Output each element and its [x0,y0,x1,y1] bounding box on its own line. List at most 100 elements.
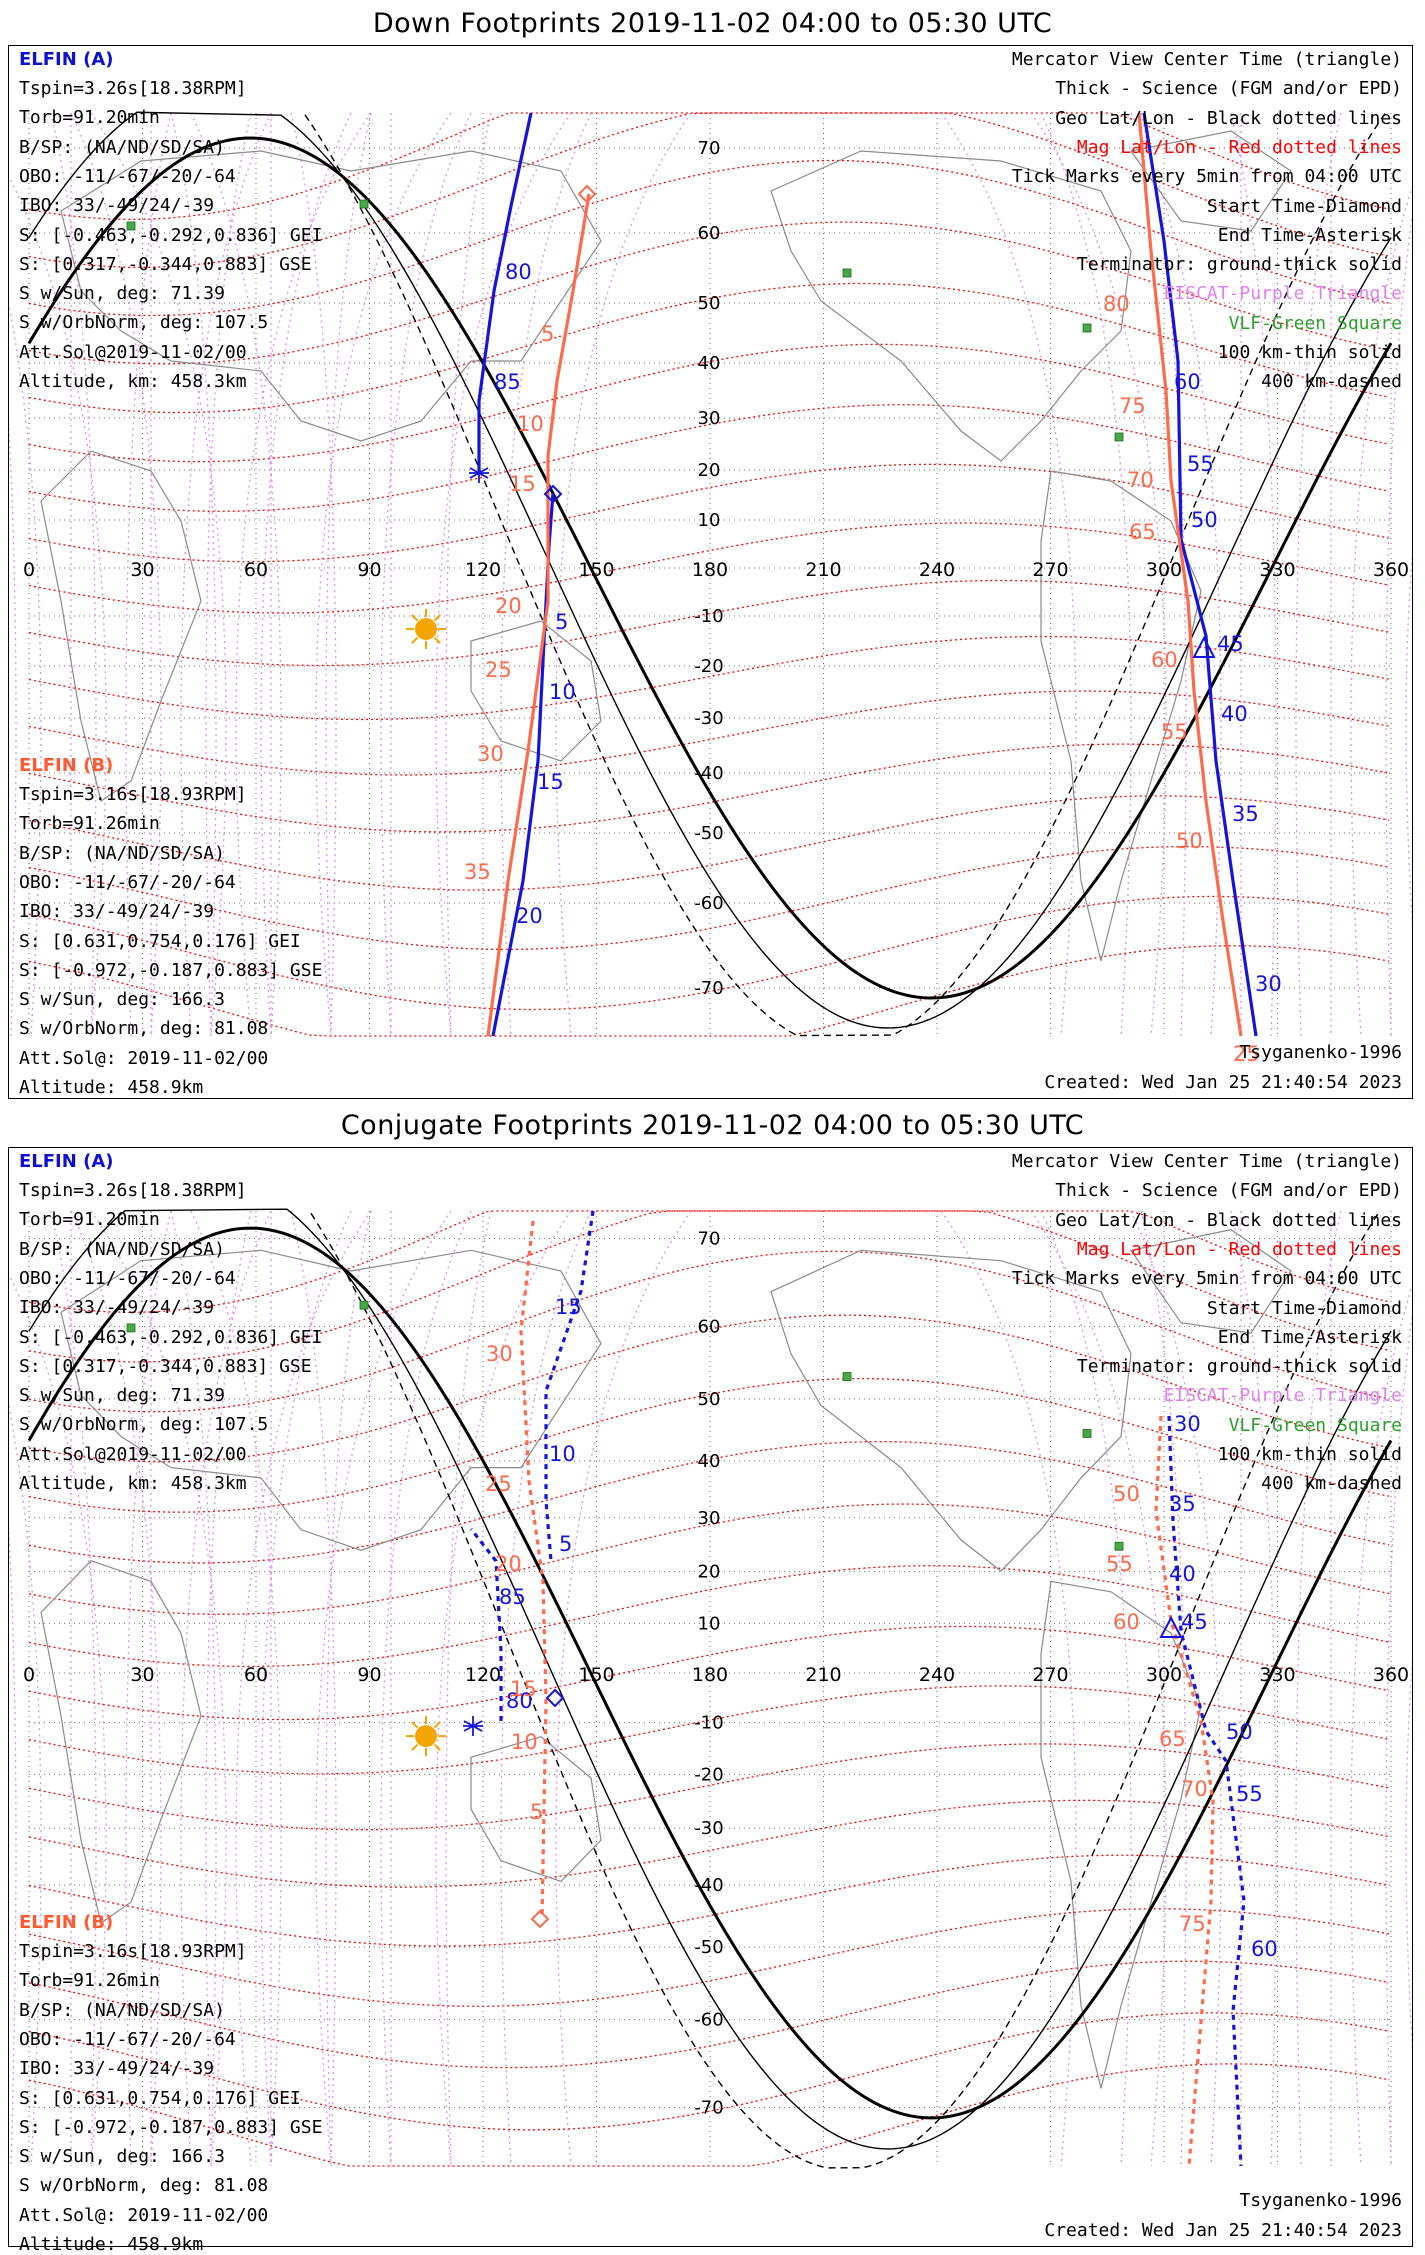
mag-meridian [940,1210,1077,2167]
lon-tick-label: 360 [1373,1664,1409,1686]
lat-tick-label: 10 [698,1613,721,1634]
created-timestamp: Created: Wed Jan 25 21:40:54 2023 [1044,2220,1402,2241]
mag-meridian [70,1210,162,2167]
track-time-label: 50 [1191,508,1218,532]
model-label: Tsyganenko-1996 [1239,1042,1402,1063]
lat-tick-label: -60 [694,2010,723,2031]
legend-line: VLF-Green Square [1228,1414,1402,1436]
vlf-green-square [359,1300,369,1310]
created-timestamp: Created: Wed Jan 25 21:40:54 2023 [1044,1072,1402,1093]
legend-line: Start Time-Diamond [1206,195,1402,217]
elfin-b-info-line: Torb=91.26min [19,1970,160,1992]
mag-meridian [170,112,217,1037]
lat-tick-label: -30 [694,1818,723,1839]
legend-line: Geo Lat/Lon - Black dotted lines [1055,1209,1402,1231]
mag-meridian [325,1210,372,2167]
mag-parallel [28,112,1390,221]
lon-tick-label: 30 [130,559,154,581]
track-time-label: 10 [517,412,544,436]
mag-parallel [28,404,1390,512]
track-time-label: 30 [1255,972,1282,996]
lon-tick-label: 90 [357,559,381,581]
elfin-a-info-line: S w/OrbNorm, deg: 107.5 [19,1414,269,1436]
mag-parallel [28,1799,1390,1888]
elfin-a-info-line: S: [0.317,-0.344,0.883] GSE [19,253,312,275]
mag-parallel [28,690,1390,776]
footprint-track [469,1528,503,1721]
mag-meridian [9,418,17,1037]
mag-meridian [555,112,692,1037]
track-time-label: 55 [1161,720,1188,744]
lat-tick-label: 70 [698,138,721,159]
lat-tick-label: 10 [698,510,721,531]
mag-meridian [9,1273,107,2167]
track-time-label: 70 [1127,468,1154,492]
mag-parallel [28,2063,1390,2167]
end-asterisk [463,1716,483,1736]
elfin-a-info-line: OBO: -11/-67/-20/-64 [19,165,236,187]
elfin-b-info-line: S w/Sun, deg: 166.3 [19,2146,225,2168]
legend-line: 100 km-thin solid [1217,342,1402,363]
mag-parallel [28,1503,1390,1615]
track-time-label: 50 [1176,829,1203,853]
map-svg: 0 30 60 90 120 150 180 210 240 270 300 330 360 70 60 50… [9,1208,1412,2169]
elfin-a-info-line: S: [0.317,-0.344,0.883] GSE [19,1355,312,1377]
legend-line: EISCAT-Purple Triangle [1163,1385,1402,1407]
elfin-b-info-line: OBO: -11/-67/-20/-64 [19,2028,236,2050]
lon-tick-label: 330 [1259,1664,1295,1686]
mag-meridian [1140,1210,1187,2167]
legend-line: Mag Lat/Lon - Red dotted lines [1076,1238,1402,1260]
lon-tick-label: 150 [578,559,614,581]
track-time-label: 80 [506,1689,533,1713]
elfin-b-info-line: B/SP: (NA/ND/SD/SA) [19,1999,225,2021]
elfin-a-info-line: B/SP: (NA/ND/SD/SA) [19,1238,225,1260]
legend-line: End Time-Asterisk [1217,224,1402,246]
start-diamond [545,1688,565,1708]
mag-meridian [170,1210,217,2167]
track-time-label: 30 [1174,1412,1201,1436]
mag-meridian [260,112,352,1037]
lat-tick-label: 70 [698,1228,721,1249]
track-time-label: 65 [1159,1727,1186,1751]
track-time-label: 15 [555,1295,582,1319]
sun-ray [411,636,419,644]
elfin-a-info-line: Tspin=3.26s[18.38RPM] [19,78,247,99]
lat-tick-label: -20 [694,656,723,677]
footprint-track [491,492,555,1037]
lat-tick-label: 50 [698,1389,721,1410]
track-time-label: 35 [464,860,491,884]
legend-line: Geo Lat/Lon - Black dotted lines [1055,107,1402,129]
track-time-label: 35 [1169,1492,1196,1516]
lon-tick-label: 240 [919,559,955,581]
footprint-track [1167,1415,1246,2167]
sun-ray [411,1743,419,1751]
lon-tick-label: 180 [692,1664,728,1686]
lon-tick-label: 180 [692,559,728,581]
elfin-b-info-line: Altitude: 458.9km [19,1077,204,1098]
continent-outline [60,150,602,442]
track-time-label: 55 [1236,1782,1263,1806]
lon-tick-label: 90 [357,1664,381,1686]
elfin-a-info-line: Att.Sol@2019-11-02/00 [19,1443,247,1465]
elfin-b-info-line: S w/OrbNorm, deg: 81.08 [19,1018,269,1040]
elfin-a-info-line: Torb=91.20min [19,1209,160,1231]
track-time-label: 10 [511,1730,538,1754]
elfin-b-info-line: S: [-0.972,-0.187,0.883] GSE [19,2116,323,2138]
lon-tick-label: 330 [1259,559,1295,581]
terminator-ground [27,136,1393,1000]
elfin-b-info-line: S: [0.631,0.754,0.176] GEI [19,930,301,952]
continent-outline [60,1249,602,1552]
elfin-b-info-line: S w/OrbNorm, deg: 81.08 [19,2175,269,2197]
vlf-green-square [842,268,852,278]
sun-ray [433,636,441,644]
elfin-b-info-line: Tspin=3.16s[18.93RPM] [19,1941,247,1962]
track-time-label: 10 [549,680,576,704]
track-time-label: 80 [1103,292,1130,316]
elfin-b-info-line: Altitude: 458.9km [19,2234,204,2255]
track-time-label: 70 [1181,1777,1208,1801]
footprint-track [519,1220,548,1920]
elfin-b-info-line: S: [0.631,0.754,0.176] GEI [19,2087,301,2109]
lat-tick-label: 50 [698,293,721,314]
elfin-b-label: ELFIN (B) [19,755,114,776]
footprint-track [477,112,533,471]
